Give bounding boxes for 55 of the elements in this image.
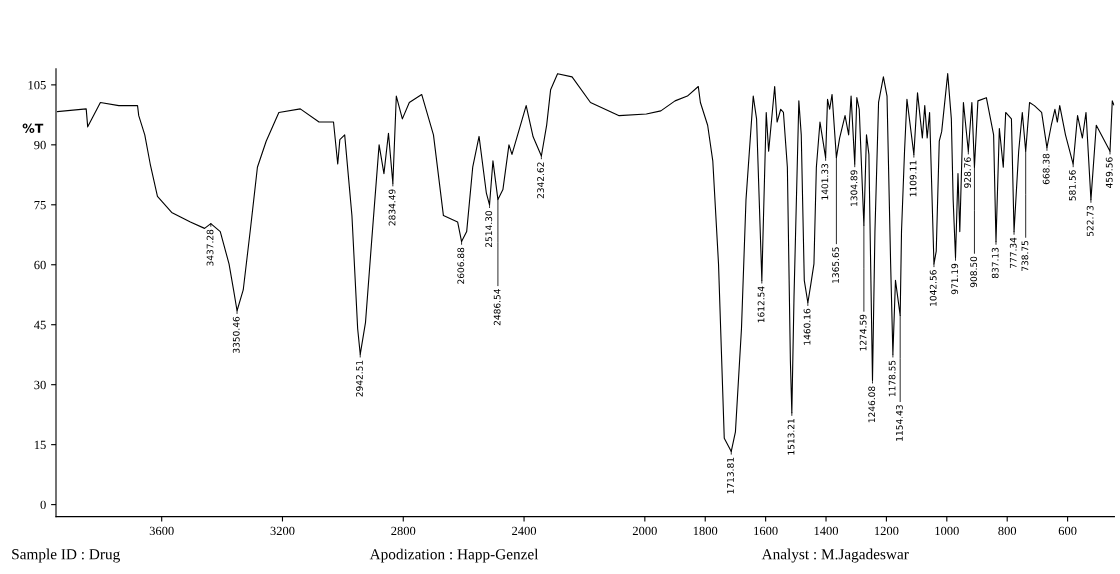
annotation: 777.34	[1009, 237, 1017, 268]
annotation: 1274.59	[859, 314, 867, 351]
annotation: 2606.88	[457, 247, 465, 284]
annotation: 1042.56	[929, 270, 937, 306]
x-tick-label: 3200	[270, 526, 295, 536]
annotation: 1460.16	[803, 308, 811, 345]
y-tick-label: 0	[40, 500, 46, 510]
x-tick-label: 2000	[632, 526, 657, 536]
x-tick-label: 1200	[875, 526, 899, 536]
annotation: 1154.43	[895, 405, 903, 441]
annotation: 1713.81	[727, 457, 734, 494]
annotation: 2486.54	[493, 288, 501, 326]
annotation: 971.19	[951, 263, 959, 295]
y-tick-label: 90	[34, 140, 46, 150]
annotation: 3350.46	[232, 316, 240, 353]
x-tick-label: 1000	[935, 526, 959, 536]
annotation: 1365.65	[832, 247, 840, 283]
annotation: 1513.21	[787, 419, 795, 455]
annotation: 2942.51	[356, 360, 363, 397]
annotation: 2342.62	[537, 162, 544, 199]
y-tick-label: 75	[34, 200, 46, 210]
x-tick-label: 1400	[814, 526, 839, 536]
annotation: 1401.33	[821, 163, 829, 200]
annotation: 668.38	[1042, 153, 1050, 185]
annotation: 1109.11	[909, 160, 917, 197]
text: Sample ID : Drug	[12, 548, 120, 563]
annotation: 2834.49	[388, 189, 396, 226]
y-tick-label: 15	[34, 440, 46, 450]
annotation: 1612.54	[757, 286, 765, 323]
y-axis-title: %T	[22, 123, 44, 133]
text: Apodization : Happ-Genzel	[369, 548, 539, 563]
annotation: 928.76	[964, 157, 971, 188]
x-tick-label: 2400	[512, 526, 537, 536]
annotation: 2514.30	[485, 210, 493, 248]
x-tick-label: 2800	[391, 526, 416, 536]
annotation: 459.56	[1105, 157, 1113, 188]
annotation: 837.13	[991, 247, 999, 279]
annotation: 1304.89	[850, 170, 858, 206]
annotation: 522.73	[1086, 205, 1094, 237]
y-tick-label: 45	[34, 320, 46, 330]
annotation: 1246.08	[868, 386, 876, 423]
annotation: 3437.28	[206, 229, 214, 266]
annotation: 581.56	[1068, 170, 1076, 201]
x-tick-label: 3600	[149, 526, 174, 536]
annotation: 908.50	[970, 256, 978, 288]
y-tick-label: 30	[34, 380, 46, 390]
annotation: 738.75	[1021, 240, 1029, 271]
x-tick-label: 600	[1058, 526, 1077, 536]
x-tick-label: 1600	[754, 526, 778, 536]
y-tick-label: 60	[34, 260, 46, 270]
annotation: 1178.55	[888, 360, 896, 397]
y-tick-label: 105	[28, 80, 46, 90]
x-tick-label: 1800	[693, 526, 718, 536]
text: Analyst : M.Jagadeswar	[761, 548, 909, 563]
x-tick-label: 800	[998, 526, 1017, 536]
